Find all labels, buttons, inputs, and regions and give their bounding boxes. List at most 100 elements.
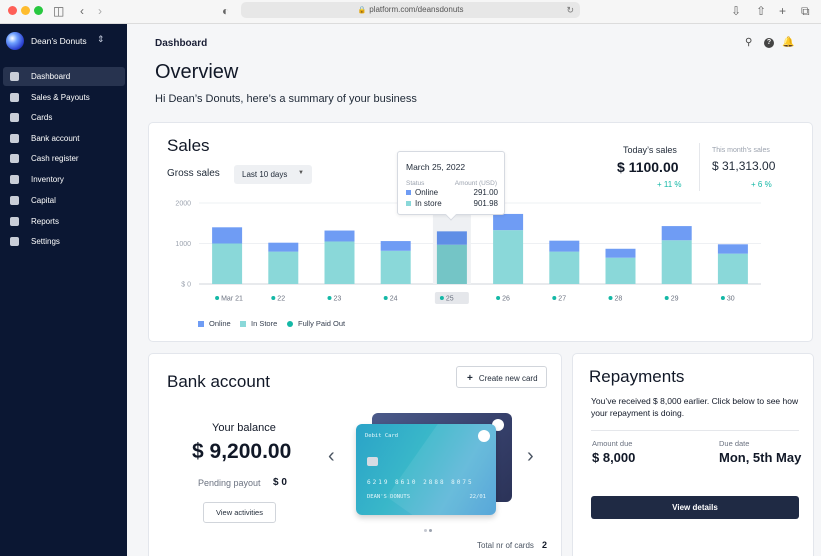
debit-card[interactable]: Debit Card 6219 8610 2888 8075 DEAN'S DO…	[356, 424, 496, 515]
legend-label: Online	[209, 319, 231, 328]
bar-in-store[interactable]	[212, 243, 243, 285]
sidebar-item-bank-account[interactable]: Bank account	[3, 129, 125, 148]
bar-in-store[interactable]	[717, 253, 748, 284]
sidebar-item-cash-register[interactable]: Cash register	[3, 149, 125, 168]
back-icon[interactable]: ‹	[80, 4, 84, 18]
account-switcher[interactable]: Dean’s Donuts ⇕	[6, 32, 122, 50]
tooltip-row-value: 901.98	[473, 199, 498, 208]
carousel-dot[interactable]	[424, 529, 427, 532]
forward-icon[interactable]: ›	[98, 4, 102, 18]
lock-icon: 🔒	[357, 7, 367, 14]
y-tick-label: 2000	[175, 201, 191, 208]
bar-online[interactable]	[436, 231, 467, 245]
total-cards-value: 2	[542, 540, 548, 550]
privacy-shield-icon[interactable]: ◐	[222, 4, 230, 18]
x-tick-label[interactable]: 30	[727, 296, 735, 303]
chevron-right-icon[interactable]: ›	[527, 445, 534, 467]
x-tick-label[interactable]: 26	[502, 296, 510, 303]
reload-icon[interactable]: ↻	[566, 5, 574, 15]
url-bar[interactable]: 🔒 platform.com/deansdonuts ↻	[241, 2, 580, 18]
card-holder: DEAN'S DONUTS	[367, 494, 411, 500]
x-tick-label[interactable]: 29	[671, 296, 679, 303]
carousel-dot[interactable]	[429, 529, 432, 532]
gross-sales-label: Gross sales	[167, 168, 220, 179]
y-tick-label: 1000	[175, 241, 191, 248]
x-tick-label[interactable]: 25	[446, 296, 454, 303]
bar-online[interactable]	[324, 230, 355, 242]
in-store-swatch	[406, 201, 411, 207]
card-chip-icon	[367, 457, 378, 466]
todays-sales-change: + 11 %	[657, 180, 682, 189]
bar-in-store[interactable]	[436, 244, 467, 284]
new-tab-icon[interactable]: +	[779, 4, 787, 18]
bar-in-store[interactable]	[380, 250, 411, 284]
bar-online[interactable]	[605, 248, 636, 258]
help-icon[interactable]: ?	[764, 38, 774, 48]
date-range-select[interactable]: Last 10 days ▼	[234, 165, 312, 184]
bar-in-store[interactable]	[493, 230, 524, 284]
plus-icon: +	[467, 373, 473, 384]
month-sales-value: $ 31,313.00	[712, 159, 776, 173]
stats-divider	[699, 143, 700, 191]
view-details-button[interactable]: View details	[591, 496, 799, 519]
x-tick-label[interactable]: 27	[558, 296, 566, 303]
view-activities-button[interactable]: View activities	[203, 502, 276, 523]
x-tick-label[interactable]: 23	[334, 296, 342, 303]
sidebar-item-settings[interactable]: Settings	[3, 232, 125, 251]
online-swatch	[406, 190, 411, 196]
legend-label: In Store	[251, 319, 278, 328]
todays-sales-label: Today’s sales	[623, 145, 677, 155]
bar-in-store[interactable]	[324, 241, 355, 284]
bar-online[interactable]	[212, 227, 243, 244]
x-tick-label[interactable]: 22	[277, 296, 285, 303]
legend-online: Online	[198, 319, 231, 328]
bar-online[interactable]	[549, 240, 580, 252]
cards-icon	[10, 113, 19, 122]
tabs-overview-icon[interactable]: ⧉	[801, 4, 810, 18]
sidebar-item-reports[interactable]: Reports	[3, 212, 125, 231]
sidebar-item-capital[interactable]: Capital	[3, 191, 125, 210]
bar-in-store[interactable]	[549, 251, 580, 284]
legend-fully-paid-out: Fully Paid Out	[287, 319, 345, 328]
chevron-left-icon[interactable]: ‹	[328, 445, 335, 467]
divider	[591, 430, 799, 431]
bar-in-store[interactable]	[605, 257, 636, 284]
minimize-window-button[interactable]	[21, 6, 30, 15]
caret-down-icon: ▼	[298, 170, 304, 176]
bar-online[interactable]	[717, 244, 748, 254]
notification-bell-icon[interactable]: 🔔	[782, 37, 795, 48]
legend-in-store: In Store	[240, 319, 277, 328]
share-icon[interactable]: ⇧	[756, 4, 767, 18]
y-tick-label: $ 0	[181, 282, 191, 289]
search-icon[interactable]: ⚲	[745, 37, 753, 48]
tooltip-date: March 25, 2022	[406, 162, 466, 172]
download-icon[interactable]: ⇩	[731, 4, 742, 18]
sidebar-item-sales-payouts[interactable]: Sales & Payouts	[3, 88, 125, 107]
x-tick-label[interactable]: 24	[390, 296, 398, 303]
x-tick-label[interactable]: 28	[615, 296, 623, 303]
legend-label: Fully Paid Out	[298, 319, 346, 328]
bar-in-store[interactable]	[268, 251, 299, 284]
sidebar-item-label: Dashboard	[31, 72, 71, 81]
reports-icon	[10, 217, 19, 226]
sidebar-toggle-icon[interactable]: ◫	[53, 4, 65, 18]
month-sales-label: This month’s sales	[712, 147, 770, 154]
month-sales-change: + 6 %	[751, 180, 772, 189]
bar-online[interactable]	[380, 241, 411, 251]
sidebar-item-inventory[interactable]: Inventory	[3, 170, 125, 189]
sidebar-item-dashboard[interactable]: Dashboard	[3, 67, 125, 86]
bar-online[interactable]	[661, 226, 692, 241]
bar-in-store[interactable]	[661, 240, 692, 284]
maximize-window-button[interactable]	[34, 6, 43, 15]
selected-day-pill[interactable]	[434, 292, 469, 304]
tooltip-amount-header: Amount (USD)	[454, 180, 497, 187]
sidebar-item-cards[interactable]: Cards	[3, 108, 125, 127]
close-window-button[interactable]	[8, 6, 17, 15]
x-tick-label[interactable]: Mar 21	[221, 296, 243, 303]
balance-value: $ 9,200.00	[192, 440, 292, 463]
legend-swatch	[198, 320, 204, 327]
chevron-updown-icon: ⇕	[97, 34, 105, 44]
bar-online[interactable]	[493, 213, 524, 231]
bar-online[interactable]	[268, 242, 299, 252]
create-new-card-button[interactable]: + Create new card	[456, 366, 547, 388]
